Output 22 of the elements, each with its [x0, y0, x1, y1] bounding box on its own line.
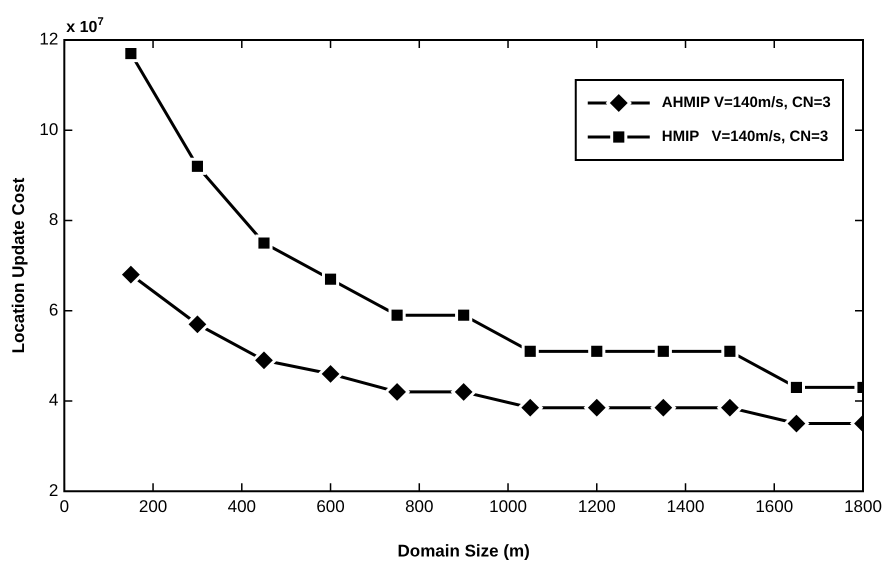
x-tick-label: 1000 — [489, 497, 527, 516]
x-tick-label: 200 — [138, 497, 168, 516]
x-tick-label: 0 — [60, 497, 70, 516]
y-tick-label: 2 — [48, 480, 58, 500]
x-axis-title: Domain Size (m) — [398, 541, 530, 560]
x-tick-label: 1200 — [578, 497, 616, 516]
point — [188, 158, 206, 175]
y-tick-label: 4 — [48, 390, 58, 410]
y-tick-label: 6 — [48, 300, 58, 320]
x-tick-label: 400 — [228, 497, 256, 516]
x-tick-label: 600 — [316, 497, 345, 516]
y-axis-title: Location Update Cost — [8, 177, 28, 354]
x-tick-label: 1800 — [844, 497, 882, 516]
x-tick-label: 1600 — [755, 497, 794, 516]
y-tick-label: 8 — [48, 210, 58, 230]
x-tick-label: 800 — [405, 497, 434, 516]
y-tick-label: 12 — [39, 30, 58, 49]
legend-label: AHMIP V=140m/s, CN=3 — [662, 94, 831, 112]
y-tick-label: 10 — [39, 120, 58, 139]
legend-label: HMIP V=140m/s, CN=3 — [662, 128, 828, 146]
point — [322, 270, 340, 288]
x-tick-label: 1400 — [666, 497, 704, 516]
